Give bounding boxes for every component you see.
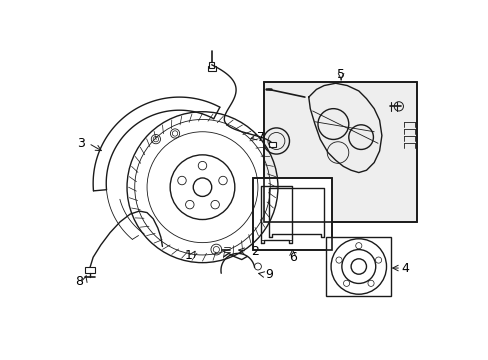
Text: 2: 2 bbox=[250, 244, 258, 258]
Bar bbox=[326, 237, 390, 296]
Bar bbox=[264, 82, 416, 222]
Bar bbox=[209, 62, 214, 68]
Circle shape bbox=[330, 239, 386, 294]
Bar bbox=[253, 178, 331, 249]
Text: 9: 9 bbox=[264, 268, 272, 281]
Text: 4: 4 bbox=[401, 261, 409, 275]
Bar bbox=[207, 66, 215, 71]
Text: 1: 1 bbox=[184, 249, 192, 262]
Bar bbox=[253, 178, 331, 249]
Bar bbox=[264, 82, 416, 222]
Text: 8: 8 bbox=[75, 275, 83, 288]
Text: 3: 3 bbox=[77, 137, 84, 150]
Bar bbox=[85, 267, 95, 273]
Bar bbox=[268, 142, 275, 147]
Text: 5: 5 bbox=[336, 68, 345, 81]
Text: 7: 7 bbox=[257, 131, 264, 144]
Text: 6: 6 bbox=[288, 251, 296, 264]
